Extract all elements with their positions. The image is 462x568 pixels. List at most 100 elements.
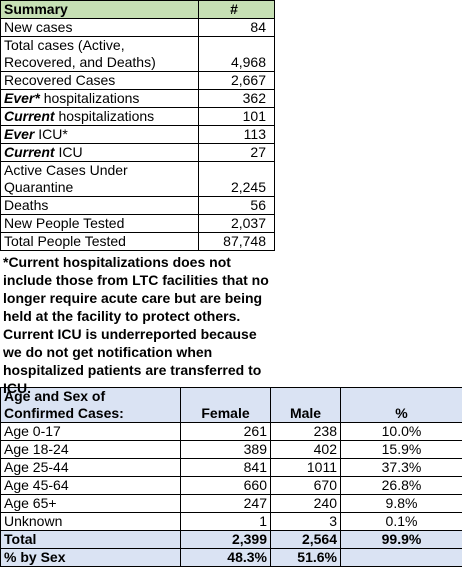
label-cell: % by Sex bbox=[0, 548, 181, 567]
value-cell: 2,245 bbox=[198, 161, 275, 197]
label-text: Deaths bbox=[4, 197, 49, 213]
header-cell: Age and Sex of Confirmed Cases: bbox=[0, 387, 181, 423]
value-cell: 26.8% bbox=[340, 476, 462, 495]
value-cell: 362 bbox=[198, 89, 275, 108]
label-text: hospitalizations bbox=[39, 90, 140, 106]
summary-row: New cases 84 bbox=[0, 18, 275, 37]
value-cell: 10.0% bbox=[340, 422, 462, 441]
summary-header: Summary # bbox=[0, 0, 275, 19]
summary-row: Ever* hospitalizations 362 bbox=[0, 89, 275, 108]
emphasis: Ever bbox=[4, 126, 35, 142]
demographics-row: Age 45-64 660 670 26.8% bbox=[0, 476, 462, 495]
label-text: Total cases (Active, Recovered, and Deat… bbox=[4, 37, 156, 70]
header-cell: # bbox=[198, 0, 275, 19]
value-cell: 27 bbox=[198, 143, 275, 162]
summary-row: New People Tested 2,037 bbox=[0, 214, 275, 233]
value-cell: 37.3% bbox=[340, 458, 462, 477]
label-cell: Age 18-24 bbox=[0, 440, 181, 459]
value-cell: 2,037 bbox=[198, 214, 275, 233]
value-cell: 240 bbox=[270, 494, 341, 513]
summary-table: Summary # New cases 84 Total cases (Active… bbox=[0, 0, 275, 251]
label-cell: Ever ICU* bbox=[0, 125, 199, 144]
label-text: ICU bbox=[54, 144, 83, 160]
label-cell: Age 0-17 bbox=[0, 422, 181, 441]
value-cell: 402 bbox=[270, 440, 341, 459]
demographics-row: Unknown 1 3 0.1% bbox=[0, 512, 462, 531]
summary-row: Recovered Cases 2,667 bbox=[0, 71, 275, 90]
summary-row: Total cases (Active, Recovered, and Deat… bbox=[0, 36, 275, 72]
value-cell: 51.6% bbox=[270, 548, 341, 567]
value-cell: 1 bbox=[180, 512, 271, 531]
value-cell: 0.1% bbox=[340, 512, 462, 531]
value-cell: 15.9% bbox=[340, 440, 462, 459]
label-text: New cases bbox=[4, 19, 73, 35]
value-cell: 247 bbox=[180, 494, 271, 513]
footnote: *Current hospitalizations does not inclu… bbox=[3, 254, 269, 396]
value-cell: 101 bbox=[198, 107, 275, 126]
label-cell: Current hospitalizations bbox=[0, 107, 199, 126]
label-cell: Age 65+ bbox=[0, 494, 181, 513]
value-cell: 84 bbox=[198, 18, 275, 37]
label-cell: Recovered Cases bbox=[0, 71, 199, 90]
label-text: Active Cases Under Quarantine bbox=[4, 162, 128, 195]
emphasis: Current bbox=[4, 144, 55, 160]
label-cell: Ever* hospitalizations bbox=[0, 89, 199, 108]
demographics-row: Age 65+ 247 240 9.8% bbox=[0, 494, 462, 513]
label-text: ICU* bbox=[34, 126, 68, 142]
summary-row: Ever ICU* 113 bbox=[0, 125, 275, 144]
demographics-row: Age 18-24 389 402 15.9% bbox=[0, 440, 462, 459]
summary-row: Total People Tested 87,748 bbox=[0, 232, 275, 251]
value-cell: 238 bbox=[270, 422, 341, 441]
label-text: Recovered Cases bbox=[4, 72, 116, 88]
summary-row: Current hospitalizations 101 bbox=[0, 107, 275, 126]
value-cell: 2,399 bbox=[180, 530, 271, 549]
value-cell: 113 bbox=[198, 125, 275, 144]
label-cell: Unknown bbox=[0, 512, 181, 531]
label-cell: Active Cases Under Quarantine bbox=[0, 161, 199, 197]
label-cell: Deaths bbox=[0, 196, 199, 215]
value-cell bbox=[340, 548, 462, 567]
demographics-row: Age 25-44 841 1011 37.3% bbox=[0, 458, 462, 477]
value-cell: 670 bbox=[270, 476, 341, 495]
label-text: hospitalizations bbox=[54, 108, 155, 124]
value-cell: 99.9% bbox=[340, 530, 462, 549]
label-cell: New People Tested bbox=[0, 214, 199, 233]
value-cell: 3 bbox=[270, 512, 341, 531]
label-text: New People Tested bbox=[4, 215, 125, 231]
demographics-row: % by Sex 48.3% 51.6% bbox=[0, 548, 462, 567]
header-cell: Summary bbox=[0, 0, 199, 19]
value-cell: 2,564 bbox=[270, 530, 341, 549]
label-cell: Total People Tested bbox=[0, 232, 199, 251]
label-cell: Total cases (Active, Recovered, and Deat… bbox=[0, 36, 199, 72]
value-cell: 1011 bbox=[270, 458, 341, 477]
emphasis: Current bbox=[4, 108, 55, 124]
label-text: Total People Tested bbox=[4, 233, 126, 249]
header-cell: Male bbox=[270, 387, 341, 423]
label-cell: Total bbox=[0, 530, 181, 549]
value-cell: 389 bbox=[180, 440, 271, 459]
demographics-table: Age and Sex of Confirmed Cases: Female M… bbox=[0, 387, 462, 567]
value-cell: 261 bbox=[180, 422, 271, 441]
value-cell: 2,667 bbox=[198, 71, 275, 90]
summary-row: Current ICU 27 bbox=[0, 143, 275, 162]
demographics-header: Age and Sex of Confirmed Cases: Female M… bbox=[0, 387, 462, 423]
emphasis: Ever* bbox=[4, 90, 40, 106]
summary-row: Active Cases Under Quarantine 2,245 bbox=[0, 161, 275, 197]
label-cell: Age 25-44 bbox=[0, 458, 181, 477]
value-cell: 9.8% bbox=[340, 494, 462, 513]
value-cell: 4,968 bbox=[198, 36, 275, 72]
value-cell: 48.3% bbox=[180, 548, 271, 567]
value-cell: 87,748 bbox=[198, 232, 275, 251]
label-cell: Current ICU bbox=[0, 143, 199, 162]
header-cell: % bbox=[340, 387, 462, 423]
label-cell: Age 45-64 bbox=[0, 476, 181, 495]
value-cell: 56 bbox=[198, 196, 275, 215]
demographics-row: Total 2,399 2,564 99.9% bbox=[0, 530, 462, 549]
value-cell: 660 bbox=[180, 476, 271, 495]
demographics-row: Age 0-17 261 238 10.0% bbox=[0, 422, 462, 441]
label-cell: New cases bbox=[0, 18, 199, 37]
header-cell: Female bbox=[180, 387, 271, 423]
summary-row: Deaths 56 bbox=[0, 196, 275, 215]
value-cell: 841 bbox=[180, 458, 271, 477]
